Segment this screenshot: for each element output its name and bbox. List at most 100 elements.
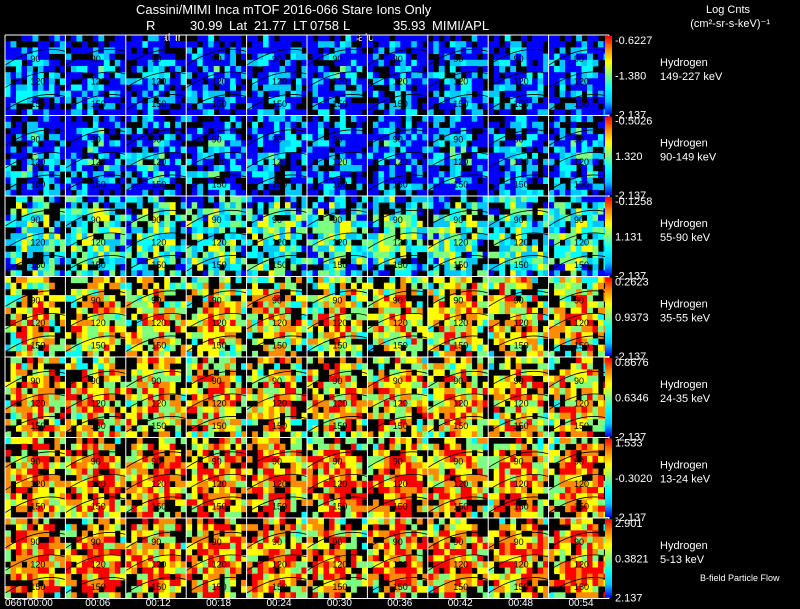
heatmap-cell bbox=[444, 220, 451, 228]
heatmap-cell bbox=[230, 96, 236, 104]
heatmap-cell bbox=[587, 158, 593, 166]
heatmap-cell bbox=[323, 239, 330, 246]
heatmap-cell bbox=[16, 425, 22, 432]
heatmap-cell bbox=[471, 239, 478, 246]
heatmap-cell bbox=[136, 66, 143, 73]
heatmap-cell bbox=[312, 257, 319, 265]
heatmap-cell bbox=[65, 109, 72, 116]
heatmap-cell bbox=[361, 140, 368, 147]
heatmap-cell bbox=[169, 53, 176, 61]
heatmap-cell bbox=[87, 400, 94, 407]
heatmap-cell bbox=[219, 288, 225, 296]
heatmap-cell bbox=[449, 177, 456, 184]
heatmap-cell bbox=[427, 332, 434, 339]
heatmap-cell bbox=[5, 171, 11, 178]
heatmap-cell bbox=[21, 301, 28, 308]
contour-label: 150 bbox=[151, 421, 166, 431]
heatmap-cell bbox=[301, 264, 308, 271]
heatmap-cell bbox=[114, 412, 121, 420]
heatmap-cell bbox=[208, 84, 215, 92]
heatmap-cell bbox=[114, 257, 121, 265]
heatmap-cell bbox=[158, 369, 165, 376]
heatmap-cell bbox=[21, 72, 28, 79]
heatmap-cell bbox=[213, 171, 220, 178]
heatmap-cell bbox=[10, 177, 17, 184]
heatmap-cell bbox=[76, 338, 83, 345]
heatmap-cell bbox=[197, 332, 204, 339]
heatmap-cell bbox=[290, 214, 297, 222]
heatmap-cell bbox=[147, 140, 154, 147]
heatmap-cell bbox=[5, 418, 11, 426]
heatmap-cell bbox=[394, 96, 401, 104]
heatmap-cell bbox=[136, 152, 143, 160]
heatmap-cell bbox=[5, 78, 11, 85]
heatmap-cell bbox=[279, 251, 286, 259]
heatmap-cell bbox=[158, 220, 165, 228]
heatmap-cell bbox=[70, 288, 77, 296]
heatmap-cell bbox=[27, 84, 33, 92]
heatmap-cell bbox=[164, 227, 171, 234]
heatmap-cell bbox=[241, 220, 247, 228]
heatmap-cell bbox=[235, 109, 242, 116]
heatmap-cell bbox=[389, 332, 396, 339]
contour-line bbox=[487, 209, 549, 227]
heatmap-cell bbox=[268, 127, 275, 135]
contour-label: 150 bbox=[514, 180, 529, 190]
heatmap-cell bbox=[433, 146, 440, 154]
heatmap-cell bbox=[411, 146, 418, 154]
heatmap-cell bbox=[186, 295, 193, 302]
heatmap-cell bbox=[477, 319, 484, 327]
heatmap-cell bbox=[197, 47, 204, 54]
heatmap-cell bbox=[422, 282, 429, 290]
heatmap-cell bbox=[356, 158, 363, 166]
heatmap-cell bbox=[312, 189, 319, 197]
heatmap-cell bbox=[389, 257, 396, 265]
heatmap-cell bbox=[537, 134, 544, 141]
heatmap-cell bbox=[98, 177, 105, 184]
heatmap-cell bbox=[482, 35, 489, 42]
heatmap-cell bbox=[98, 307, 105, 315]
heatmap-cell bbox=[312, 214, 319, 222]
heatmap-cell bbox=[548, 66, 555, 73]
heatmap-cell bbox=[350, 146, 357, 154]
heatmap-cell bbox=[405, 109, 412, 116]
heatmap-cell bbox=[416, 90, 423, 98]
heatmap-cell bbox=[466, 202, 473, 209]
heatmap-cell bbox=[54, 196, 61, 203]
heatmap-cell bbox=[372, 251, 379, 259]
heatmap-cell bbox=[372, 177, 379, 184]
heatmap-cell bbox=[98, 90, 105, 98]
heatmap-cell bbox=[87, 388, 94, 395]
heatmap-cell bbox=[301, 72, 308, 79]
heatmap-cell bbox=[16, 90, 22, 98]
heatmap-cell bbox=[576, 276, 582, 284]
heatmap-cell bbox=[37, 41, 44, 48]
heatmap-cell bbox=[307, 257, 313, 265]
heatmap-cell bbox=[510, 165, 517, 172]
heatmap-cell bbox=[488, 158, 495, 166]
heatmap-cell bbox=[471, 66, 478, 73]
heatmap-cell bbox=[147, 177, 154, 184]
heatmap-cell bbox=[59, 146, 66, 154]
heatmap-cell bbox=[147, 171, 154, 178]
heatmap-cell bbox=[147, 109, 154, 116]
heatmap-cell bbox=[400, 214, 407, 222]
heatmap-cell bbox=[504, 251, 511, 259]
heatmap-cell bbox=[43, 264, 50, 271]
heatmap-cell bbox=[301, 313, 308, 321]
heatmap-cell bbox=[70, 146, 77, 154]
heatmap-cell bbox=[191, 332, 198, 339]
heatmap-cell bbox=[48, 307, 55, 315]
heatmap-cell bbox=[219, 338, 225, 345]
heatmap-cell bbox=[202, 270, 209, 277]
heatmap-cell bbox=[372, 152, 379, 160]
heatmap-cell bbox=[153, 251, 160, 259]
heatmap-cell bbox=[230, 78, 236, 85]
heatmap-cell bbox=[98, 276, 105, 284]
heatmap-cell bbox=[54, 90, 61, 98]
heatmap-cell bbox=[208, 214, 215, 222]
heatmap-cell bbox=[471, 158, 478, 166]
heatmap-cell bbox=[191, 96, 198, 104]
heatmap-cell bbox=[312, 202, 319, 209]
heatmap-cell bbox=[219, 53, 225, 61]
